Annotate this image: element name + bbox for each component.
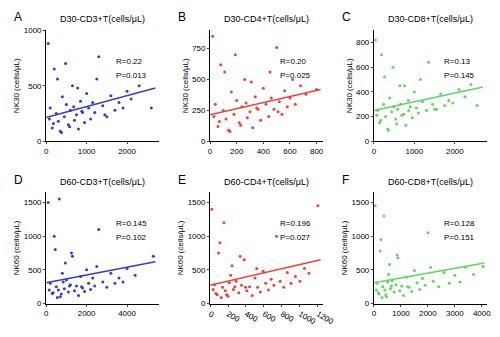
svg-text:0: 0 xyxy=(365,137,370,146)
svg-text:400: 400 xyxy=(257,147,271,156)
svg-text:P=0.027: P=0.027 xyxy=(280,233,311,242)
svg-text:400: 400 xyxy=(243,310,260,325)
svg-text:R=0.20: R=0.20 xyxy=(280,57,307,66)
svg-text:200: 200 xyxy=(230,147,244,156)
svg-text:0: 0 xyxy=(201,137,206,146)
svg-text:NK60 (cells/μL): NK60 (cells/μL) xyxy=(176,220,185,275)
svg-text:R=0.13: R=0.13 xyxy=(444,57,471,66)
svg-text:1500: 1500 xyxy=(188,198,206,207)
svg-text:D60-CD4+T(cells/μL): D60-CD4+T(cells/μL) xyxy=(224,177,309,187)
svg-text:1000: 1000 xyxy=(78,147,96,156)
svg-text:400: 400 xyxy=(356,88,370,97)
svg-text:0: 0 xyxy=(365,299,370,308)
svg-text:800: 800 xyxy=(310,147,324,156)
svg-text:E: E xyxy=(178,173,186,187)
svg-text:R=0.128: R=0.128 xyxy=(444,219,475,228)
svg-text:250: 250 xyxy=(192,106,206,115)
svg-text:500: 500 xyxy=(356,266,370,275)
svg-text:600: 600 xyxy=(261,310,278,325)
svg-text:R=0.196: R=0.196 xyxy=(280,219,311,228)
svg-text:4000: 4000 xyxy=(118,309,136,318)
svg-text:1500: 1500 xyxy=(24,198,42,207)
svg-text:500: 500 xyxy=(28,82,42,91)
svg-text:D60-CD3+T(cells/μL): D60-CD3+T(cells/μL) xyxy=(60,177,145,187)
svg-text:0: 0 xyxy=(44,309,49,318)
svg-text:A: A xyxy=(14,10,22,24)
svg-text:P=0.013: P=0.013 xyxy=(116,71,147,80)
svg-text:500: 500 xyxy=(192,266,206,275)
svg-text:1000: 1000 xyxy=(392,309,410,318)
svg-text:0: 0 xyxy=(37,137,42,146)
svg-text:3000: 3000 xyxy=(446,309,464,318)
svg-text:P=0.025: P=0.025 xyxy=(280,71,311,80)
svg-text:0: 0 xyxy=(372,309,377,318)
svg-text:0: 0 xyxy=(201,299,206,308)
svg-text:C: C xyxy=(342,10,351,24)
svg-text:P=0.145: P=0.145 xyxy=(444,71,475,80)
svg-text:1000: 1000 xyxy=(352,232,370,241)
svg-text:NK60 (cells/μL): NK60 (cells/μL) xyxy=(340,220,349,275)
svg-text:D30-CD3+T(cells/μL): D30-CD3+T(cells/μL) xyxy=(60,14,145,24)
svg-text:4000: 4000 xyxy=(473,309,491,318)
svg-text:NK30 (cells/μL): NK30 (cells/μL) xyxy=(12,58,21,113)
svg-text:800: 800 xyxy=(356,38,370,47)
svg-text:0: 0 xyxy=(44,147,49,156)
svg-text:0: 0 xyxy=(37,299,42,308)
svg-text:200: 200 xyxy=(225,310,242,325)
svg-text:1000: 1000 xyxy=(24,232,42,241)
svg-text:R=0.22: R=0.22 xyxy=(116,57,143,66)
svg-text:2000: 2000 xyxy=(78,309,96,318)
svg-text:NK60 (cells/μL): NK60 (cells/μL) xyxy=(12,220,21,275)
svg-text:P=0.102: P=0.102 xyxy=(116,233,147,242)
svg-text:500: 500 xyxy=(192,75,206,84)
svg-text:1500: 1500 xyxy=(352,198,370,207)
svg-text:R=0.145: R=0.145 xyxy=(116,219,147,228)
svg-text:2000: 2000 xyxy=(446,147,464,156)
svg-text:0: 0 xyxy=(207,310,216,320)
svg-text:1000: 1000 xyxy=(297,310,317,327)
svg-text:600: 600 xyxy=(356,63,370,72)
svg-text:800: 800 xyxy=(279,310,296,325)
svg-text:B: B xyxy=(178,10,186,24)
svg-text:2000: 2000 xyxy=(419,309,437,318)
svg-text:1000: 1000 xyxy=(188,232,206,241)
svg-text:200: 200 xyxy=(356,112,370,121)
svg-text:NK30 (cells/μL): NK30 (cells/μL) xyxy=(181,58,190,113)
svg-text:NK30 (cells/μL): NK30 (cells/μL) xyxy=(345,58,354,113)
svg-text:D30-CD4+T(cells/μL): D30-CD4+T(cells/μL) xyxy=(224,14,309,24)
svg-text:D30-CD8+T(cells/μL): D30-CD8+T(cells/μL) xyxy=(388,14,473,24)
svg-text:2000: 2000 xyxy=(118,147,136,156)
svg-text:500: 500 xyxy=(28,266,42,275)
svg-text:1000: 1000 xyxy=(405,147,423,156)
svg-text:0: 0 xyxy=(372,147,377,156)
svg-text:0: 0 xyxy=(208,147,213,156)
svg-text:1000: 1000 xyxy=(24,26,42,35)
svg-text:F: F xyxy=(342,173,349,187)
svg-text:D: D xyxy=(14,173,23,187)
svg-text:D60-CD8+T(cells/μL): D60-CD8+T(cells/μL) xyxy=(388,177,473,187)
svg-text:P=0.151: P=0.151 xyxy=(444,233,475,242)
svg-text:600: 600 xyxy=(283,147,297,156)
svg-text:1200: 1200 xyxy=(315,310,335,327)
svg-text:750: 750 xyxy=(192,44,206,53)
